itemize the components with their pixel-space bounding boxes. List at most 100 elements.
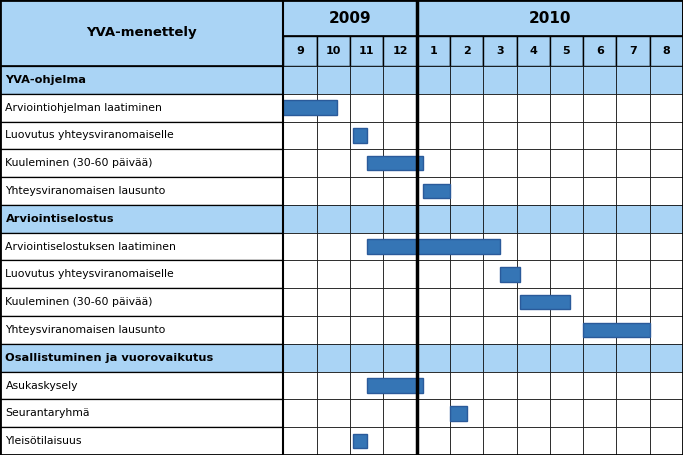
FancyBboxPatch shape — [450, 36, 483, 66]
FancyBboxPatch shape — [423, 184, 450, 198]
FancyBboxPatch shape — [450, 372, 483, 399]
FancyBboxPatch shape — [367, 378, 423, 393]
FancyBboxPatch shape — [616, 121, 650, 149]
FancyBboxPatch shape — [516, 121, 550, 149]
FancyBboxPatch shape — [616, 427, 650, 455]
Text: 6: 6 — [596, 46, 604, 56]
FancyBboxPatch shape — [516, 66, 550, 94]
FancyBboxPatch shape — [450, 121, 483, 149]
FancyBboxPatch shape — [484, 427, 516, 455]
Text: 2: 2 — [462, 46, 471, 56]
FancyBboxPatch shape — [484, 66, 516, 94]
FancyBboxPatch shape — [283, 94, 317, 121]
FancyBboxPatch shape — [650, 149, 683, 177]
FancyBboxPatch shape — [317, 66, 350, 94]
Text: Arviointiselostus: Arviointiselostus — [5, 214, 114, 224]
FancyBboxPatch shape — [283, 260, 317, 288]
FancyBboxPatch shape — [583, 94, 617, 121]
FancyBboxPatch shape — [450, 149, 483, 177]
FancyBboxPatch shape — [367, 239, 500, 254]
FancyBboxPatch shape — [550, 177, 583, 205]
FancyBboxPatch shape — [350, 205, 383, 233]
Text: Kuuleminen (30-60 päivää): Kuuleminen (30-60 päivää) — [5, 158, 153, 168]
Text: 10: 10 — [326, 46, 341, 56]
FancyBboxPatch shape — [616, 288, 650, 316]
Text: Arviointiselostuksen laatiminen: Arviointiselostuksen laatiminen — [5, 242, 176, 252]
FancyBboxPatch shape — [350, 94, 383, 121]
FancyBboxPatch shape — [0, 288, 283, 316]
FancyBboxPatch shape — [583, 233, 617, 260]
FancyBboxPatch shape — [516, 260, 550, 288]
FancyBboxPatch shape — [450, 94, 483, 121]
Text: Luovutus yhteysviranomaiselle: Luovutus yhteysviranomaiselle — [5, 269, 174, 279]
FancyBboxPatch shape — [650, 399, 683, 427]
FancyBboxPatch shape — [283, 316, 317, 344]
FancyBboxPatch shape — [616, 316, 650, 344]
Text: 1: 1 — [430, 46, 437, 56]
FancyBboxPatch shape — [367, 156, 423, 171]
Text: Yleisötilaisuus: Yleisötilaisuus — [5, 436, 82, 446]
FancyBboxPatch shape — [516, 149, 550, 177]
FancyBboxPatch shape — [650, 66, 683, 94]
FancyBboxPatch shape — [516, 36, 550, 66]
FancyBboxPatch shape — [0, 205, 283, 233]
FancyBboxPatch shape — [550, 121, 583, 149]
FancyBboxPatch shape — [484, 260, 516, 288]
FancyBboxPatch shape — [350, 233, 383, 260]
Text: 4: 4 — [529, 46, 537, 56]
Text: Seurantaryhmä: Seurantaryhmä — [5, 408, 90, 418]
FancyBboxPatch shape — [417, 399, 450, 427]
FancyBboxPatch shape — [450, 344, 483, 372]
FancyBboxPatch shape — [550, 233, 583, 260]
FancyBboxPatch shape — [0, 66, 283, 94]
FancyBboxPatch shape — [450, 288, 483, 316]
FancyBboxPatch shape — [383, 94, 417, 121]
FancyBboxPatch shape — [283, 177, 317, 205]
FancyBboxPatch shape — [317, 344, 350, 372]
FancyBboxPatch shape — [383, 427, 417, 455]
FancyBboxPatch shape — [417, 0, 683, 36]
FancyBboxPatch shape — [0, 427, 283, 455]
FancyBboxPatch shape — [650, 177, 683, 205]
FancyBboxPatch shape — [283, 288, 317, 316]
FancyBboxPatch shape — [616, 66, 650, 94]
FancyBboxPatch shape — [317, 94, 350, 121]
FancyBboxPatch shape — [550, 427, 583, 455]
FancyBboxPatch shape — [516, 288, 550, 316]
FancyBboxPatch shape — [283, 372, 317, 399]
FancyBboxPatch shape — [350, 66, 383, 94]
FancyBboxPatch shape — [417, 372, 450, 399]
FancyBboxPatch shape — [383, 233, 417, 260]
FancyBboxPatch shape — [484, 36, 516, 66]
FancyBboxPatch shape — [484, 288, 516, 316]
Text: 12: 12 — [392, 46, 408, 56]
FancyBboxPatch shape — [417, 149, 450, 177]
FancyBboxPatch shape — [583, 205, 617, 233]
FancyBboxPatch shape — [317, 205, 350, 233]
FancyBboxPatch shape — [350, 288, 383, 316]
FancyBboxPatch shape — [550, 372, 583, 399]
Text: 2010: 2010 — [529, 10, 571, 25]
FancyBboxPatch shape — [550, 36, 583, 66]
FancyBboxPatch shape — [383, 288, 417, 316]
Text: 5: 5 — [563, 46, 570, 56]
FancyBboxPatch shape — [650, 36, 683, 66]
Text: Yhteysviranomaisen lausunto: Yhteysviranomaisen lausunto — [5, 186, 166, 196]
Text: YVA-menettely: YVA-menettely — [87, 26, 197, 40]
FancyBboxPatch shape — [583, 36, 617, 66]
FancyBboxPatch shape — [317, 177, 350, 205]
FancyBboxPatch shape — [550, 344, 583, 372]
FancyBboxPatch shape — [0, 233, 283, 260]
FancyBboxPatch shape — [650, 233, 683, 260]
FancyBboxPatch shape — [550, 66, 583, 94]
FancyBboxPatch shape — [283, 344, 317, 372]
FancyBboxPatch shape — [516, 427, 550, 455]
FancyBboxPatch shape — [516, 344, 550, 372]
FancyBboxPatch shape — [516, 233, 550, 260]
FancyBboxPatch shape — [383, 66, 417, 94]
FancyBboxPatch shape — [520, 295, 570, 309]
FancyBboxPatch shape — [650, 288, 683, 316]
FancyBboxPatch shape — [516, 205, 550, 233]
FancyBboxPatch shape — [583, 344, 617, 372]
FancyBboxPatch shape — [317, 121, 350, 149]
